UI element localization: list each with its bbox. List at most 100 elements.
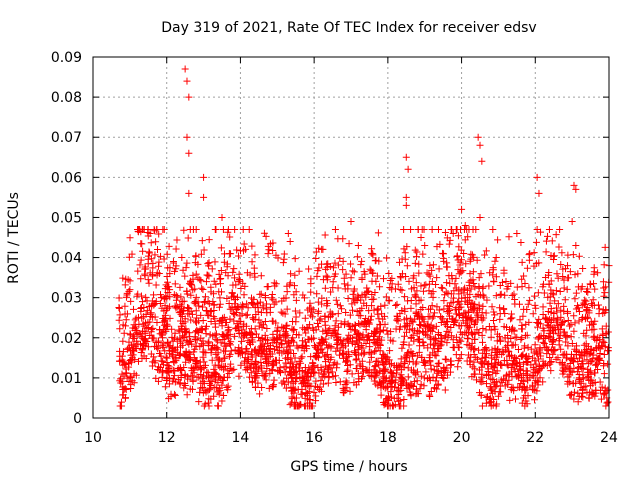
data-point bbox=[282, 384, 290, 392]
data-point bbox=[588, 326, 596, 334]
data-point bbox=[374, 382, 382, 390]
data-point bbox=[354, 242, 362, 250]
data-point bbox=[434, 225, 442, 233]
data-point bbox=[438, 337, 446, 345]
data-point bbox=[573, 347, 581, 355]
data-point bbox=[419, 250, 427, 258]
data-point bbox=[404, 297, 412, 305]
data-point bbox=[349, 267, 357, 275]
data-point bbox=[248, 348, 256, 356]
data-point bbox=[157, 294, 165, 302]
data-point bbox=[341, 321, 349, 329]
data-point bbox=[460, 225, 468, 233]
data-point bbox=[120, 329, 128, 337]
data-point bbox=[264, 353, 272, 361]
data-point bbox=[445, 328, 453, 336]
data-point bbox=[312, 392, 320, 400]
data-point bbox=[192, 319, 200, 327]
data-point bbox=[262, 370, 270, 378]
data-point bbox=[263, 364, 271, 372]
data-point bbox=[261, 292, 269, 300]
data-point bbox=[518, 275, 526, 283]
data-point bbox=[196, 362, 204, 370]
data-point bbox=[535, 363, 543, 371]
data-point bbox=[212, 280, 220, 288]
data-point bbox=[286, 279, 294, 287]
data-point bbox=[517, 380, 525, 388]
data-point bbox=[306, 395, 314, 403]
data-point bbox=[552, 231, 560, 239]
data-point bbox=[205, 259, 213, 267]
data-point bbox=[448, 275, 456, 283]
data-point bbox=[135, 313, 143, 321]
data-point bbox=[363, 320, 371, 328]
data-point bbox=[570, 388, 578, 396]
data-point bbox=[532, 238, 540, 246]
data-point bbox=[433, 303, 441, 311]
data-point bbox=[545, 315, 553, 323]
data-point bbox=[307, 353, 315, 361]
data-point bbox=[143, 324, 151, 332]
data-point bbox=[583, 388, 591, 396]
data-point bbox=[214, 349, 222, 357]
data-point bbox=[226, 341, 234, 349]
data-point bbox=[315, 369, 323, 377]
data-point bbox=[143, 307, 151, 315]
y-tick-label: 0.03 bbox=[51, 291, 82, 307]
data-point bbox=[387, 378, 395, 386]
data-point bbox=[443, 279, 451, 287]
data-point bbox=[520, 305, 528, 313]
data-point bbox=[453, 225, 461, 233]
data-point bbox=[315, 316, 323, 324]
data-point bbox=[199, 303, 207, 311]
data-point bbox=[583, 314, 591, 322]
data-point bbox=[428, 225, 436, 233]
data-point bbox=[564, 342, 572, 350]
data-point bbox=[245, 225, 253, 233]
x-tick-label: 22 bbox=[526, 430, 544, 446]
data-point bbox=[179, 319, 187, 327]
data-point bbox=[296, 309, 304, 317]
data-point bbox=[258, 334, 266, 342]
data-point bbox=[244, 304, 252, 312]
data-point bbox=[192, 270, 200, 278]
data-point bbox=[379, 315, 387, 323]
data-point bbox=[480, 314, 488, 322]
data-point bbox=[489, 368, 497, 376]
data-point bbox=[524, 300, 532, 308]
data-point bbox=[202, 330, 210, 338]
data-point bbox=[602, 283, 610, 291]
data-point bbox=[575, 371, 583, 379]
data-point bbox=[441, 229, 449, 237]
data-point bbox=[216, 294, 224, 302]
data-point bbox=[385, 270, 393, 278]
data-point bbox=[420, 358, 428, 366]
data-point bbox=[533, 173, 541, 181]
y-tick-label: 0.06 bbox=[51, 170, 82, 186]
data-point bbox=[496, 291, 504, 299]
data-point bbox=[366, 316, 374, 324]
data-point bbox=[488, 386, 496, 394]
data-point bbox=[551, 346, 559, 354]
data-point bbox=[172, 296, 180, 304]
data-point bbox=[185, 189, 193, 197]
data-point bbox=[196, 326, 204, 334]
data-point bbox=[547, 286, 555, 294]
data-point bbox=[157, 291, 165, 299]
data-point bbox=[151, 251, 159, 259]
data-point bbox=[599, 278, 607, 286]
data-point bbox=[153, 225, 161, 233]
data-point bbox=[573, 368, 581, 376]
data-point bbox=[183, 391, 191, 399]
data-point bbox=[482, 380, 490, 388]
data-point bbox=[204, 373, 212, 381]
data-point bbox=[191, 335, 199, 343]
data-point bbox=[182, 347, 190, 355]
data-point bbox=[122, 293, 130, 301]
data-point bbox=[160, 255, 168, 263]
data-point bbox=[511, 341, 519, 349]
data-point bbox=[443, 371, 451, 379]
data-point bbox=[544, 345, 552, 353]
data-point bbox=[415, 321, 423, 329]
